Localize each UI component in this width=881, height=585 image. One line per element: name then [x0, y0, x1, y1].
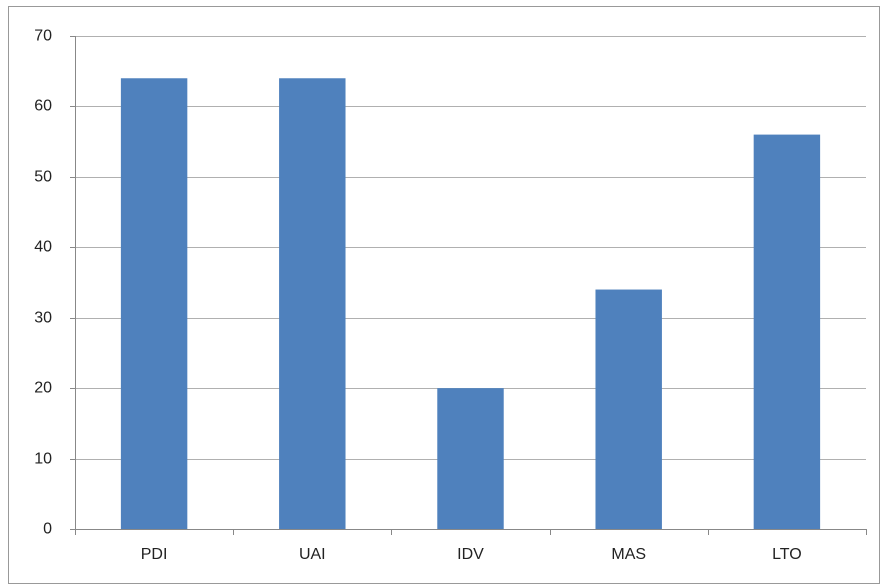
- x-tick-label: IDV: [457, 546, 484, 563]
- y-tick-label: 10: [34, 451, 52, 468]
- y-tick-label: 0: [43, 521, 52, 538]
- y-tick-label: 40: [34, 239, 52, 256]
- x-tick-label: LTO: [772, 546, 802, 563]
- x-tick-label: PDI: [141, 546, 168, 563]
- x-tick-label: UAI: [299, 546, 326, 563]
- x-tick-label: MAS: [611, 546, 646, 563]
- bar: [753, 134, 821, 529]
- y-tick-label: 30: [34, 310, 52, 327]
- bar: [595, 289, 662, 529]
- y-tick-label: 60: [34, 98, 52, 115]
- bar: [279, 78, 346, 529]
- y-tick-label: 20: [34, 380, 52, 397]
- bar: [120, 78, 188, 529]
- y-tick-label: 70: [34, 28, 52, 45]
- y-tick-label: 50: [34, 169, 52, 186]
- bar: [437, 388, 504, 529]
